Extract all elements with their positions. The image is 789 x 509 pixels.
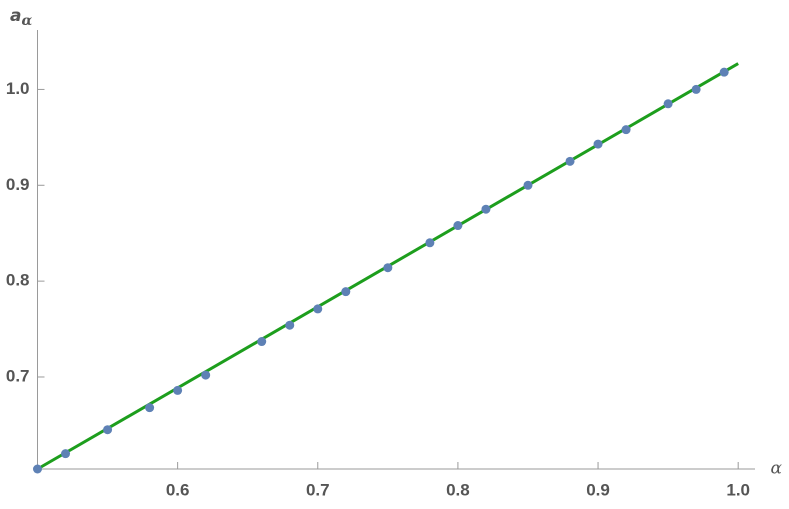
data-point (453, 221, 463, 231)
data-point (103, 425, 113, 435)
data-point (383, 263, 393, 273)
data-point (313, 304, 323, 314)
data-point (145, 403, 155, 413)
x-tick-label: 0.8 (446, 480, 470, 499)
x-tick-label: 0.7 (306, 480, 330, 499)
data-point (621, 125, 631, 135)
x-tick-label: 0.9 (586, 480, 610, 499)
data-point (593, 139, 603, 149)
data-point (285, 320, 295, 330)
y-axis-label: aα (10, 6, 32, 29)
data-point (719, 67, 729, 77)
data-point (523, 180, 533, 190)
data-point (663, 99, 673, 109)
y-tick-label: 0.7 (6, 366, 30, 385)
data-point (341, 287, 351, 297)
x-axis-label: α (771, 459, 783, 479)
data-point (257, 337, 267, 347)
data-point (201, 370, 211, 380)
data-point (691, 84, 701, 94)
data-point (565, 156, 575, 166)
data-point (173, 385, 183, 395)
x-tick-label: 1.0 (726, 480, 750, 499)
data-point (61, 449, 71, 459)
y-tick-label: 1.0 (6, 79, 30, 98)
data-point (481, 204, 491, 214)
x-tick-label: 0.6 (166, 480, 190, 499)
y-tick-label: 0.8 (6, 271, 30, 290)
y-axis-label-base: a (10, 6, 21, 26)
y-axis-label-sub: α (21, 13, 32, 29)
data-point (33, 464, 42, 474)
y-tick-label: 0.9 (6, 175, 30, 194)
data-point (425, 238, 435, 248)
